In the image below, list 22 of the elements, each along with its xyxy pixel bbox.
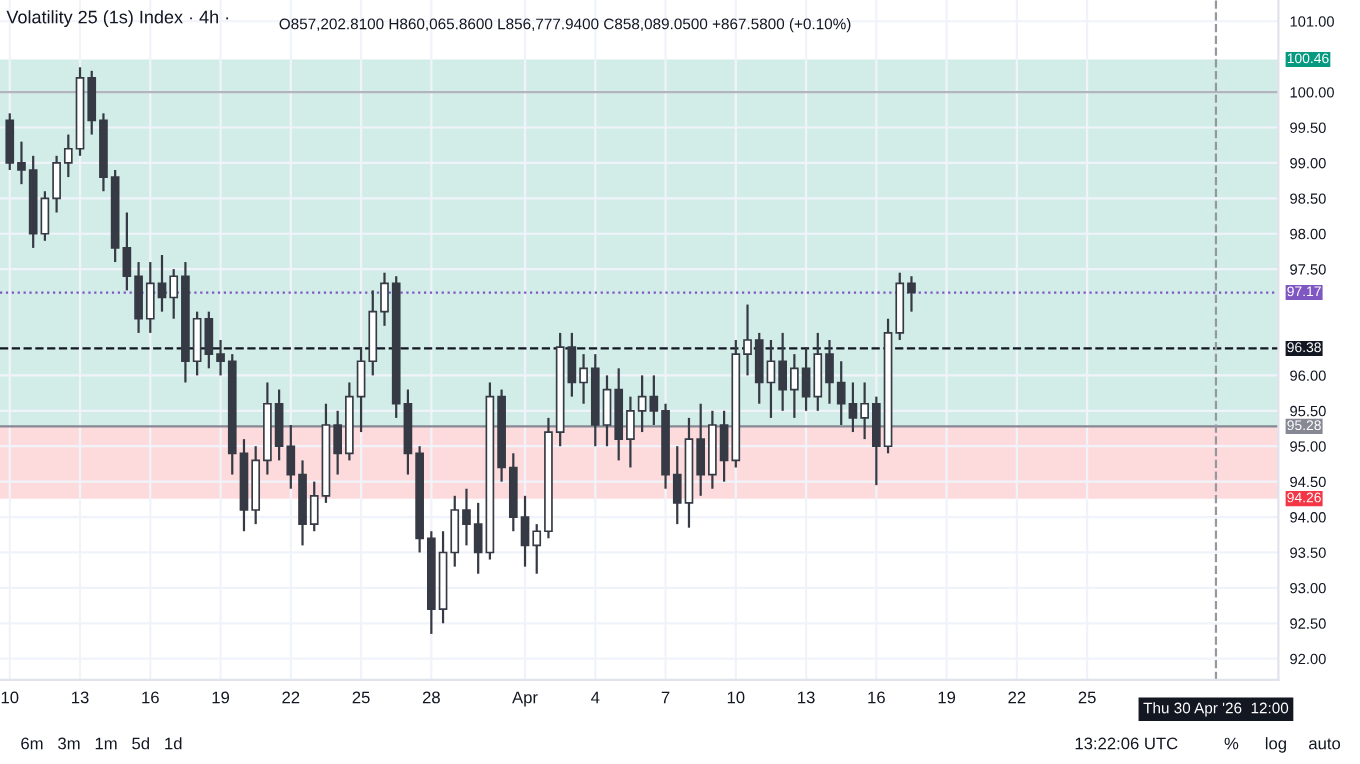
text: log: [1265, 737, 1286, 753]
x-tick-label: 25: [1078, 691, 1096, 704]
x-tick-label: 13: [72, 691, 89, 704]
x-tick-label: 16: [868, 691, 885, 704]
text: %: [1224, 737, 1239, 750]
x-tick-label: 4: [591, 691, 600, 704]
x-tick-label: 28: [422, 691, 440, 704]
x-tick-label: 22: [282, 691, 300, 704]
x-tick-label: 19: [212, 691, 230, 704]
x-tick-label: 7: [661, 691, 670, 704]
x-tick-label: 22: [1008, 691, 1026, 704]
text: auto: [1309, 738, 1341, 750]
text: 6m 3m 1m 5d 1d: [21, 737, 182, 750]
text: Volatility 25 (1s) Index · 4h ·: [6, 10, 229, 28]
x-tick-label: 25: [352, 691, 370, 704]
text: 13:22:06 UTC: [1075, 737, 1178, 750]
x-tick-label: 10: [1, 691, 19, 704]
x-tick-label: Apr: [512, 691, 538, 707]
x-tick-label: 10: [727, 691, 745, 704]
x-tick-label: 19: [938, 691, 956, 704]
x-tick-label: 13: [798, 691, 815, 704]
x-tick-label: 16: [142, 691, 159, 704]
